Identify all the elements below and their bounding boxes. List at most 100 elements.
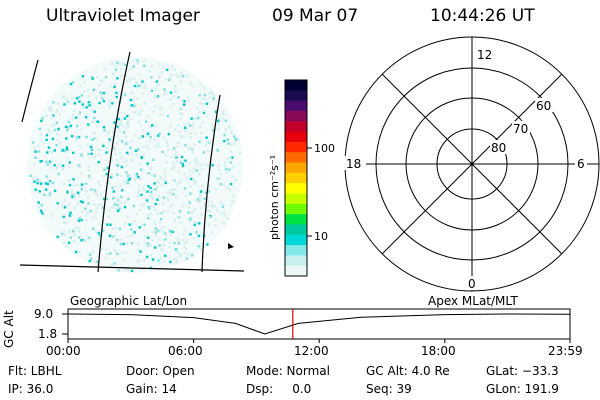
uv-pixel xyxy=(80,128,83,131)
uv-pixel xyxy=(46,182,49,186)
uv-pixel xyxy=(126,216,129,219)
uv-pixel xyxy=(126,122,129,126)
uv-pixel xyxy=(217,117,220,120)
uv-pixel xyxy=(45,188,48,191)
uv-pixel xyxy=(105,159,108,162)
uv-pixel xyxy=(71,97,74,100)
uv-pixel xyxy=(51,181,55,184)
uv-pixel xyxy=(148,195,152,198)
uv-pixel xyxy=(203,197,206,200)
uv-pixel xyxy=(50,214,53,217)
uv-pixel xyxy=(158,229,162,233)
uv-pixel xyxy=(57,101,60,105)
uv-pixel xyxy=(170,66,174,69)
uv-pixel xyxy=(126,267,129,271)
uv-pixel xyxy=(61,149,64,152)
uv-pixel xyxy=(192,122,195,125)
uv-pixel xyxy=(139,209,142,212)
uv-pixel xyxy=(85,218,88,222)
uv-pixel xyxy=(195,163,198,166)
uv-pixel xyxy=(229,150,232,153)
uv-pixel xyxy=(164,181,167,185)
uv-pixel xyxy=(56,129,59,132)
uv-pixel xyxy=(85,135,88,139)
uv-pixel xyxy=(228,168,231,171)
uv-pixel xyxy=(65,221,68,225)
uv-pixel xyxy=(224,127,228,130)
uv-pixel xyxy=(116,125,119,129)
uv-pixel xyxy=(75,250,78,254)
uv-pixel xyxy=(117,198,120,202)
uv-pixel xyxy=(149,186,152,190)
uv-pixel xyxy=(172,231,176,234)
uv-pixel xyxy=(163,168,166,171)
uv-pixel xyxy=(199,131,203,135)
uv-pixel xyxy=(152,110,156,113)
uv-pixel xyxy=(146,197,150,200)
uv-pixel xyxy=(58,163,62,167)
uv-pixel xyxy=(116,163,119,167)
uv-pixel xyxy=(56,109,59,112)
uv-pixel xyxy=(49,105,52,108)
uv-pixel xyxy=(98,234,101,237)
uv-pixel xyxy=(56,202,59,205)
uv-pixel xyxy=(164,254,167,257)
uv-pixel xyxy=(178,181,181,184)
uv-pixel xyxy=(158,244,161,247)
uv-pixel xyxy=(158,132,161,135)
uv-pixel xyxy=(199,193,202,197)
uv-pixel xyxy=(186,252,190,256)
uv-pixel xyxy=(230,131,233,135)
uv-pixel xyxy=(177,242,180,245)
uv-pixel xyxy=(199,196,202,199)
ip-readout: IP: 36.0 xyxy=(8,382,54,396)
uv-pixel xyxy=(93,132,96,135)
uv-pixel xyxy=(229,161,232,164)
uv-pixel xyxy=(114,152,117,156)
uv-pixel xyxy=(226,157,229,160)
uv-pixel xyxy=(98,148,101,151)
uv-pixel xyxy=(127,119,130,123)
uv-pixel xyxy=(156,212,159,215)
lat-label-80: 80 xyxy=(491,141,506,155)
uv-pixel xyxy=(137,73,141,76)
uv-pixel xyxy=(199,83,202,86)
uv-pixel xyxy=(208,96,211,99)
uv-pixel xyxy=(50,151,54,154)
uv-pixel xyxy=(175,260,179,264)
uv-pixel xyxy=(52,101,55,104)
uv-pixel xyxy=(156,185,159,188)
uv-pixel xyxy=(179,221,182,224)
mlt-label-0: 0 xyxy=(468,277,476,291)
uv-pixel xyxy=(126,174,130,177)
uv-pixel xyxy=(195,222,198,225)
uv-pixel xyxy=(150,64,154,67)
uv-pixel xyxy=(130,139,134,142)
uv-pixel xyxy=(184,159,187,162)
colorbar-axis-label: photon cm⁻²s⁻¹ xyxy=(268,155,281,240)
uv-pixel xyxy=(99,193,103,196)
uv-pixel xyxy=(178,216,182,219)
uv-pixel xyxy=(193,160,197,163)
uv-pixel xyxy=(207,190,211,193)
uv-pixel xyxy=(73,102,76,105)
uv-pixel xyxy=(147,147,150,151)
uv-pixel xyxy=(191,210,195,214)
uv-pixel xyxy=(136,59,139,62)
uv-pixel xyxy=(139,250,142,253)
uv-pixel xyxy=(191,123,194,126)
uv-pixel xyxy=(165,140,168,143)
uv-pixel xyxy=(48,179,51,183)
uv-pixel xyxy=(96,120,100,123)
uv-pixel xyxy=(177,170,181,173)
uv-pixel xyxy=(66,129,69,132)
uv-pixel xyxy=(140,168,143,171)
timeline-axis-title: GC Alt xyxy=(2,310,16,348)
uv-pixel xyxy=(187,211,190,214)
uv-pixel xyxy=(123,117,126,120)
uv-pixel xyxy=(149,244,152,247)
uv-pixel xyxy=(88,165,91,169)
uv-pixel xyxy=(133,111,136,114)
uv-pixel xyxy=(141,80,144,83)
uv-pixel xyxy=(80,155,83,159)
